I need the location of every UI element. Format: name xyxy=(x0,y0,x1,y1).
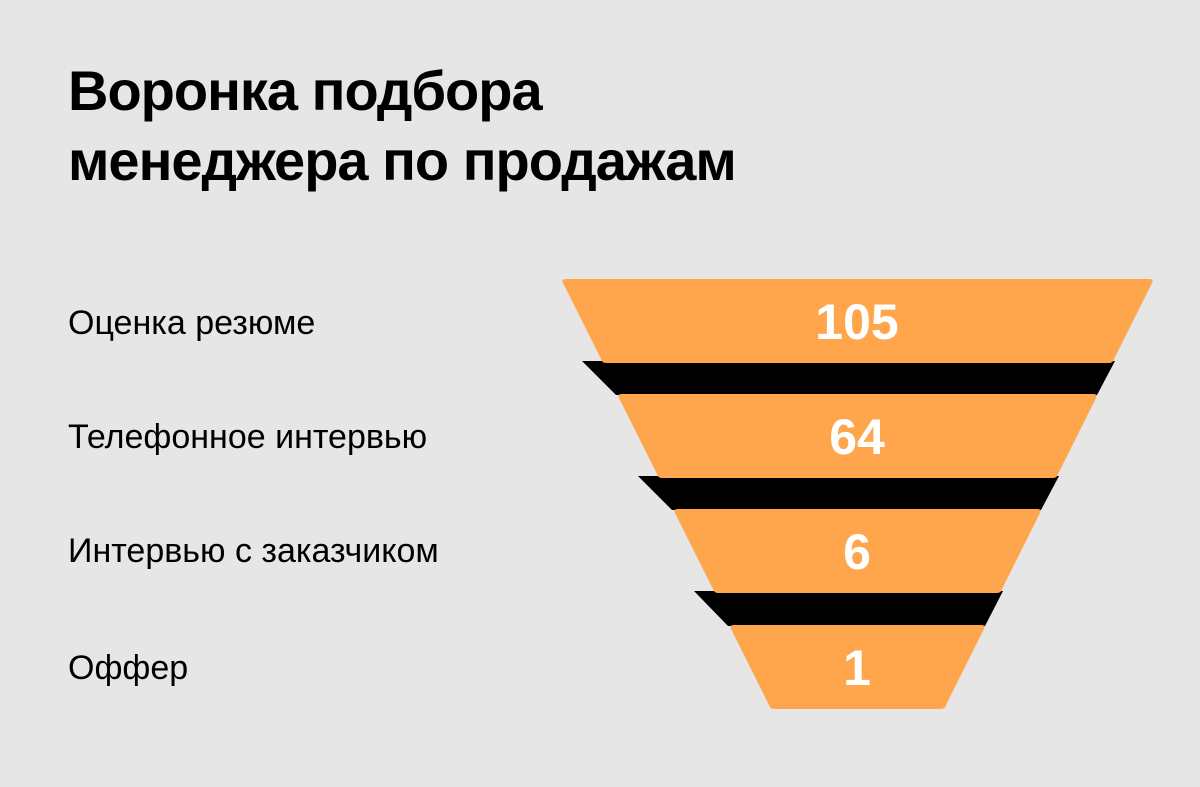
funnel-segment xyxy=(674,509,1041,593)
stage-label-resume-review: Оценка резюме xyxy=(68,304,316,342)
chart-title-line-1: Воронка подбора xyxy=(68,59,543,122)
funnel-segment xyxy=(730,625,985,709)
funnel-value-label: 64 xyxy=(829,409,885,465)
funnel-segment xyxy=(562,279,1153,363)
stage-label-phone-interview: Телефонное интервью xyxy=(68,418,428,456)
funnel-value-label: 6 xyxy=(843,524,871,580)
chart-title-line-2: менеджера по продажам xyxy=(68,129,737,192)
stage-label-client-interview: Интервью с заказчиком xyxy=(68,532,439,570)
chart-title: Воронка подбора менеджера по продажам xyxy=(68,56,968,196)
funnel-connector xyxy=(638,476,1059,510)
stage-label-offer: Оффер xyxy=(68,649,189,687)
funnel-value-label: 105 xyxy=(815,294,898,350)
funnel-segment xyxy=(618,394,1097,478)
funnel-value-label: 1 xyxy=(843,640,871,696)
funnel-connector xyxy=(582,361,1115,395)
funnel-connector xyxy=(694,591,1003,626)
